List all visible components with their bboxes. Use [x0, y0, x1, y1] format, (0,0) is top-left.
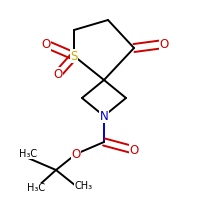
Text: O: O — [159, 38, 169, 50]
Text: H₃C: H₃C — [19, 149, 37, 159]
Text: O: O — [71, 148, 81, 160]
Text: H₃C: H₃C — [27, 183, 45, 193]
Text: S: S — [70, 49, 78, 62]
Text: O: O — [53, 68, 63, 80]
Text: N: N — [100, 110, 108, 122]
Text: CH₃: CH₃ — [75, 181, 93, 191]
Text: O: O — [41, 38, 51, 50]
Text: O: O — [129, 144, 139, 156]
